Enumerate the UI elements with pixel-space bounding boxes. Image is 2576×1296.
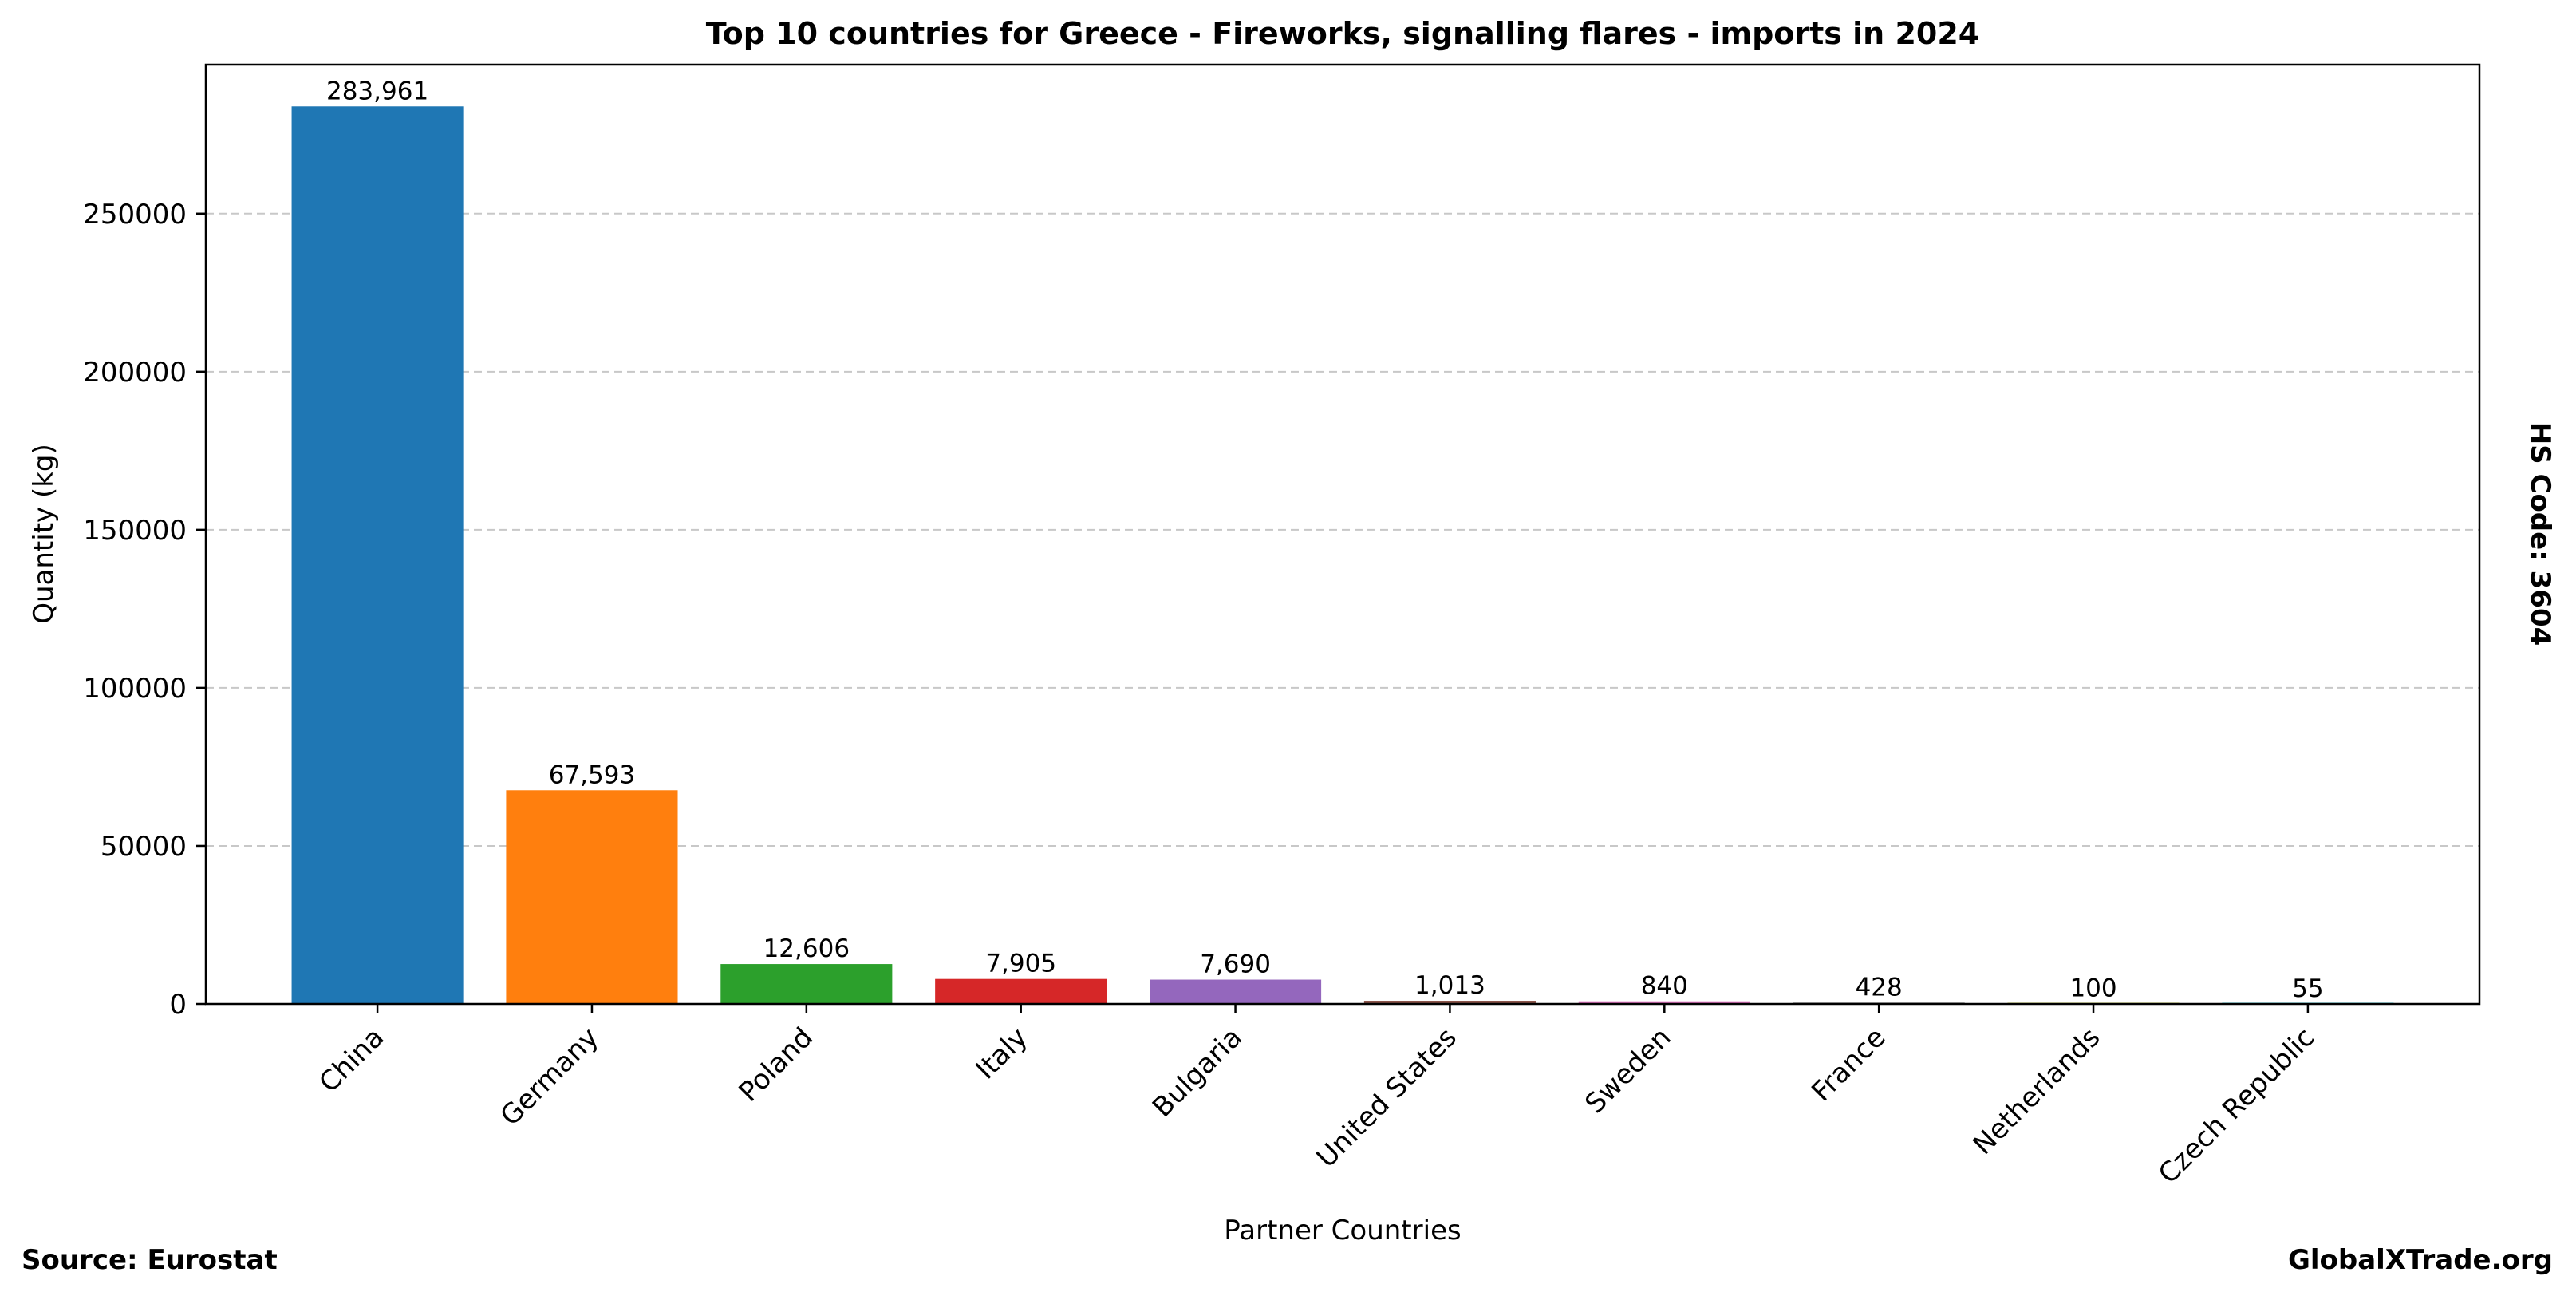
y-tick-label: 50000 <box>101 831 187 863</box>
data-label: 67,593 <box>549 761 635 789</box>
bar <box>506 790 678 1004</box>
y-tick-label: 100000 <box>83 673 187 705</box>
bar <box>1150 979 1322 1004</box>
data-label: 7,690 <box>1200 950 1271 979</box>
y-tick-label: 200000 <box>83 357 187 389</box>
brand-label: GlobalXTrade.org <box>2288 1244 2553 1276</box>
data-label: 840 <box>1641 972 1688 1001</box>
data-labels: 283,961 67,593 12,606 7,905 7,690 1,013 840 428… <box>326 77 2324 1003</box>
data-label: 55 <box>2292 974 2323 1003</box>
y-axis-label: Quantity (kg) <box>28 444 60 624</box>
data-label: 1,013 <box>1414 971 1485 1000</box>
data-label: 283,961 <box>326 77 428 105</box>
y-axis: 0 50000 100000 150000 200000 250000 <box>83 199 206 1021</box>
chart-title: Top 10 countries for Greece - Fireworks,… <box>706 16 1979 51</box>
data-label: 100 <box>2069 974 2116 1003</box>
x-axis-label: Partner Countries <box>1224 1215 1461 1247</box>
data-label: 428 <box>1856 973 1903 1002</box>
plot-frame <box>204 63 2481 1006</box>
bar <box>1363 1000 1536 1004</box>
data-label: 7,905 <box>985 950 1056 978</box>
bar <box>291 106 464 1005</box>
bar <box>1578 1001 1750 1004</box>
gridlines <box>206 212 2479 847</box>
source-label: Source: Eurostat <box>22 1244 278 1276</box>
bar <box>935 978 1107 1004</box>
hs-code-label: HS Code: 3604 <box>2524 422 2556 646</box>
y-tick-label: 0 <box>169 989 187 1021</box>
y-tick-label: 150000 <box>83 515 187 547</box>
data-label: 12,606 <box>763 934 850 963</box>
bar <box>720 964 893 1004</box>
y-tick-label: 250000 <box>83 199 187 231</box>
